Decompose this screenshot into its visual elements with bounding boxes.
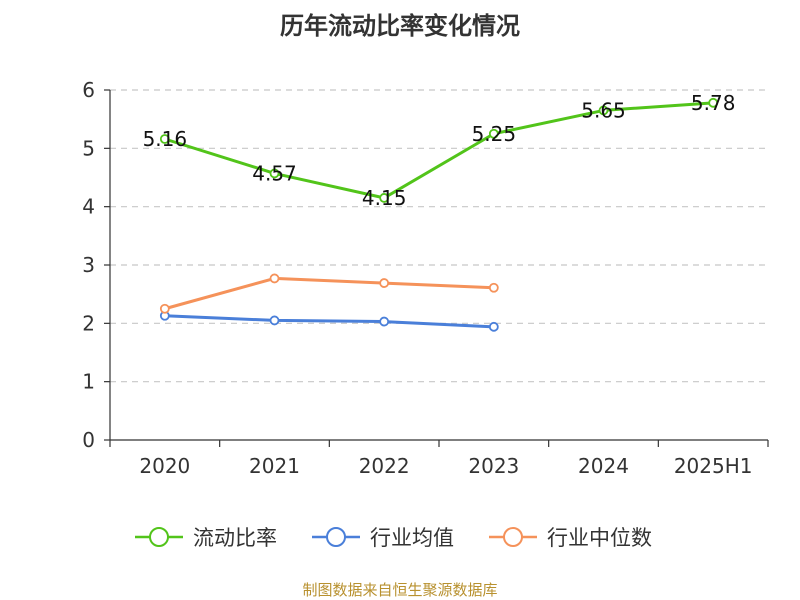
data-point xyxy=(159,134,170,144)
x-tick-label: 2020 xyxy=(139,454,190,478)
legend-marker xyxy=(149,527,169,547)
legend-label: 行业中位数 xyxy=(547,526,652,550)
series-line xyxy=(164,276,494,311)
series-2 xyxy=(159,273,499,314)
legend-label: 流动比率 xyxy=(193,526,277,550)
data-point xyxy=(379,193,390,203)
x-tick-label: 2022 xyxy=(359,454,410,478)
legend-marker xyxy=(326,527,346,547)
legend-marker xyxy=(503,527,523,547)
data-point xyxy=(269,315,280,326)
data-point xyxy=(488,128,499,139)
chart-title: 历年流动比率变化情况 xyxy=(280,12,520,40)
series-0 xyxy=(159,97,719,203)
data-label: 5.16 xyxy=(143,127,188,151)
series-line xyxy=(164,101,714,200)
grid-lines xyxy=(110,89,768,383)
x-tick-label: 2025H1 xyxy=(674,454,753,478)
y-tick-label: 6 xyxy=(82,78,95,102)
data-point xyxy=(379,316,390,327)
data-point xyxy=(379,278,390,288)
series-line xyxy=(164,314,494,329)
data-point xyxy=(598,105,609,116)
legend: 流动比率 行业均值 行业中位数 xyxy=(135,526,652,550)
series-1 xyxy=(159,310,499,332)
data-label: 5.25 xyxy=(472,122,517,146)
legend-item-1: 行业均值 xyxy=(312,526,454,550)
y-tick-label: 0 xyxy=(82,428,95,452)
data-labels: 5.16 4.57 4.15 5.25 5.65 5.78 xyxy=(143,91,736,210)
x-tick-label: 2024 xyxy=(578,454,629,478)
y-tick-label: 3 xyxy=(82,253,95,277)
axes: 0 1 2 3 4 5 6 2020 2021 2022 2023 2024 2025H1 xyxy=(82,78,769,478)
source-note: 制图数据来自恒生聚源数据库 xyxy=(302,581,498,599)
data-point xyxy=(488,321,499,332)
y-tick-label: 1 xyxy=(82,370,95,394)
data-label: 5.65 xyxy=(581,98,626,122)
legend-item-0: 流动比率 xyxy=(135,526,277,550)
data-point xyxy=(159,303,170,314)
legend-label: 行业均值 xyxy=(370,526,454,550)
x-tick-label: 2023 xyxy=(468,454,519,478)
data-point xyxy=(488,282,499,293)
data-point xyxy=(269,168,280,179)
x-tick-label: 2021 xyxy=(249,454,300,478)
data-label: 4.57 xyxy=(252,161,297,185)
data-label: 5.78 xyxy=(691,91,736,115)
data-point xyxy=(708,97,719,108)
series xyxy=(159,97,719,332)
y-tick-label: 4 xyxy=(82,195,95,219)
data-point xyxy=(269,273,280,284)
y-tick-label: 5 xyxy=(82,136,95,160)
data-label: 4.15 xyxy=(362,186,407,210)
legend-item-2: 行业中位数 xyxy=(489,526,652,550)
y-tick-label: 2 xyxy=(82,311,95,335)
